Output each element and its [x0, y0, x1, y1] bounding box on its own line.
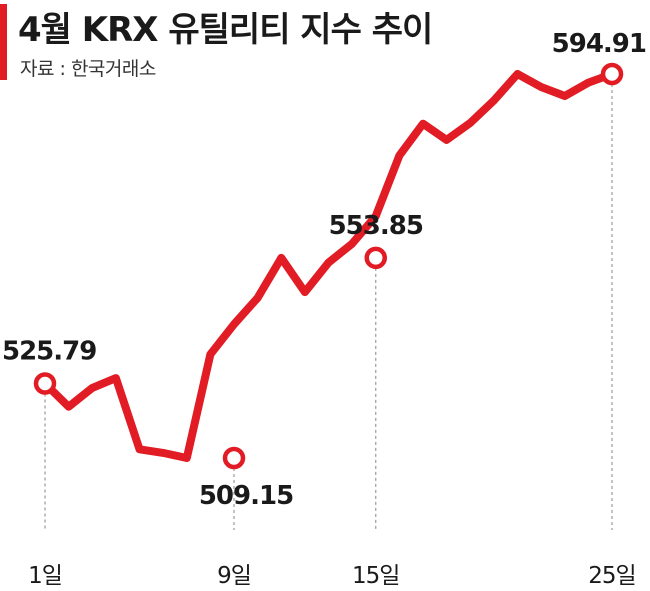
x-tick-label-9: 9일: [217, 563, 251, 589]
chart-title: 4월 KRX 유틸리티 지수 추이: [18, 10, 433, 50]
data-point-marker-1: [33, 372, 57, 395]
title-accent-bar: [0, 4, 7, 80]
data-label-9: 509.15: [199, 481, 293, 511]
series-line: [41, 70, 616, 462]
x-tick-label-1: 1일: [28, 563, 62, 589]
data-label-15: 553.85: [329, 211, 423, 241]
x-tick-label-15: 15일: [352, 563, 399, 589]
data-point-marker-25: [600, 62, 624, 86]
data-label-1: 525.79: [2, 336, 96, 366]
data-label-25: 594.91: [552, 29, 646, 59]
data-point-marker-9: [222, 446, 246, 470]
source-note: 자료 : 한국거래소: [20, 58, 156, 80]
x-tick-label-25: 25일: [588, 563, 635, 589]
data-point-marker-15: [364, 246, 387, 270]
